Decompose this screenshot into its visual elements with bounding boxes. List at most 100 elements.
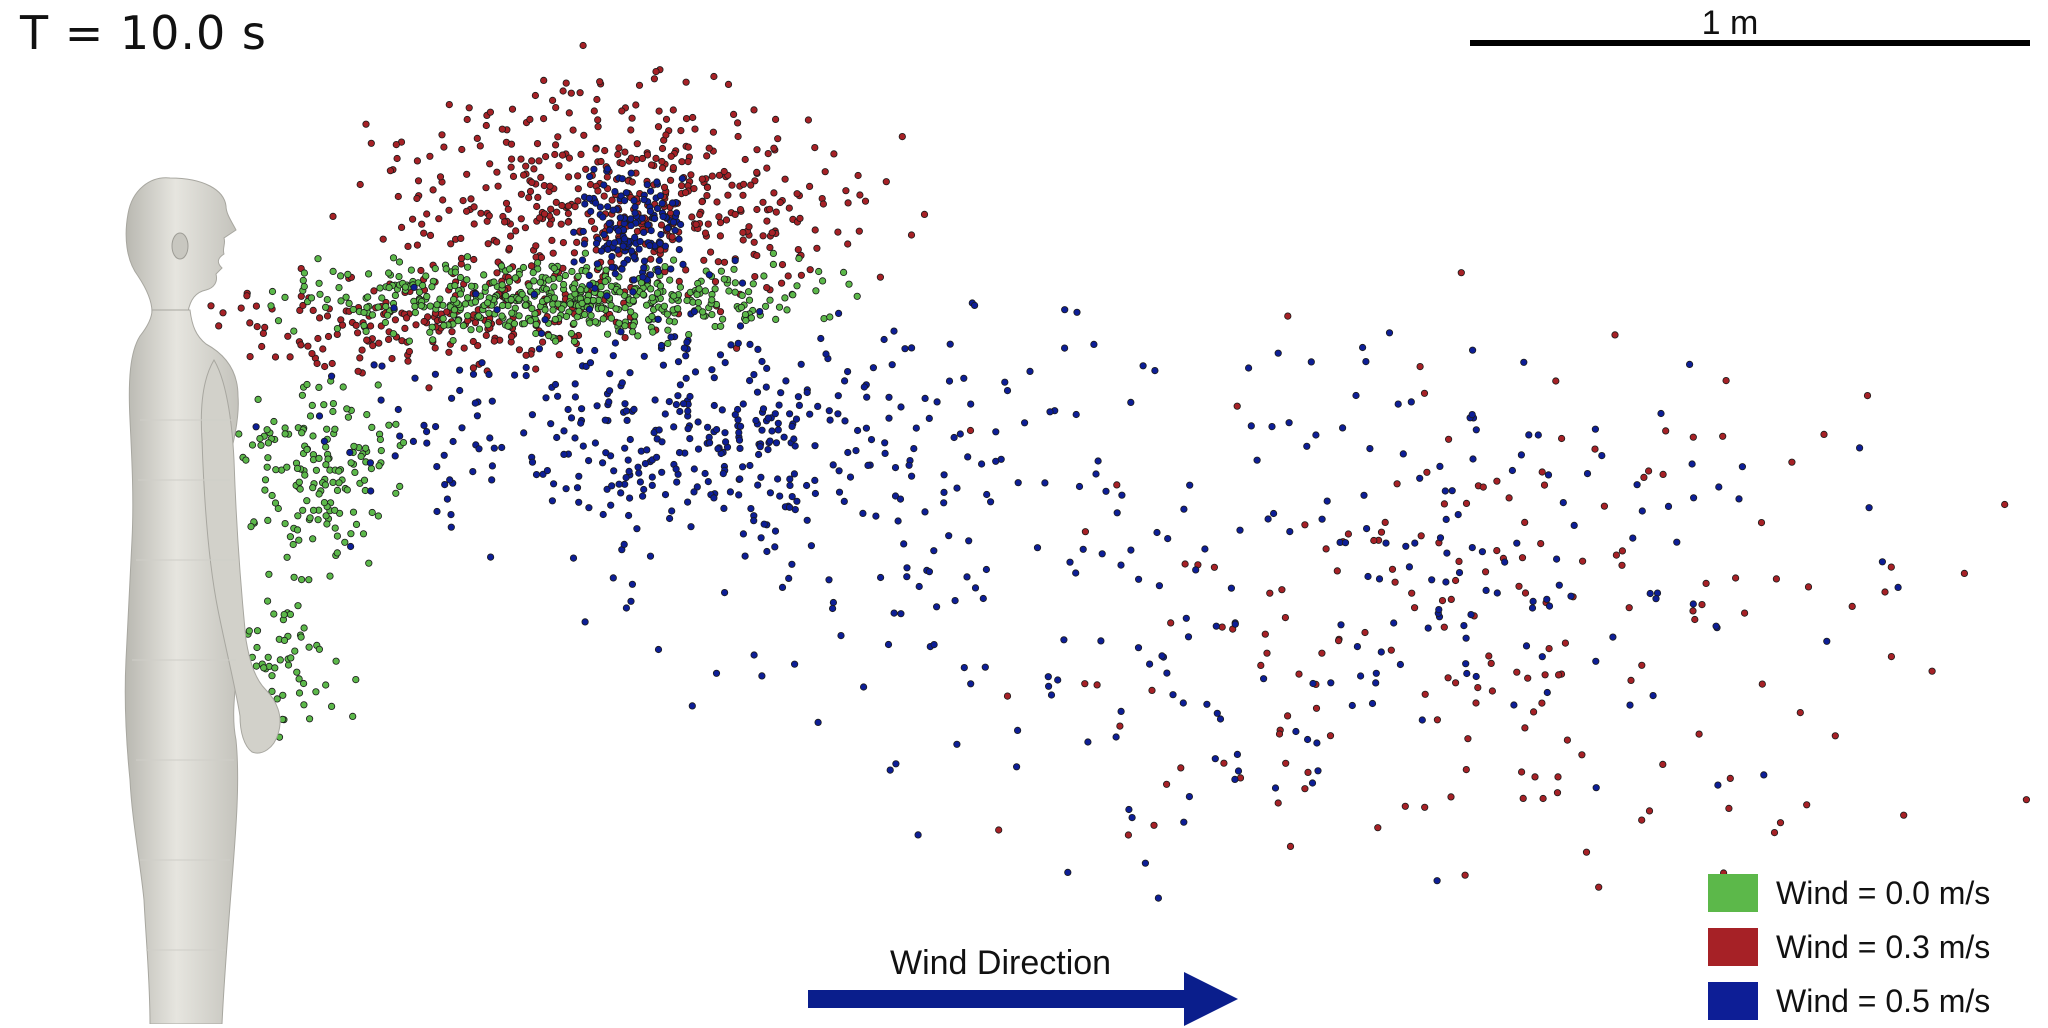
droplet-particle bbox=[456, 273, 465, 282]
droplet-particle bbox=[964, 453, 972, 461]
droplet-particle bbox=[1583, 469, 1592, 478]
droplet-particle bbox=[451, 281, 459, 290]
droplet-particle bbox=[1582, 848, 1591, 856]
droplet-particle bbox=[581, 249, 590, 257]
droplet-particle bbox=[1227, 584, 1236, 592]
droplet-particle bbox=[1513, 668, 1521, 676]
droplet-particle bbox=[621, 148, 629, 156]
droplet-particle bbox=[1521, 518, 1529, 527]
droplet-particle bbox=[1097, 637, 1105, 645]
droplet-particle bbox=[629, 322, 637, 330]
droplet-particle bbox=[1234, 767, 1243, 775]
droplet-particle bbox=[609, 574, 617, 582]
droplet-particle bbox=[615, 319, 623, 327]
droplet-particle bbox=[675, 277, 683, 285]
droplet-particle bbox=[607, 501, 615, 509]
droplet-particle bbox=[840, 377, 849, 385]
droplet-particle bbox=[592, 199, 600, 207]
droplet-particle bbox=[418, 220, 426, 228]
droplet-particle bbox=[1084, 738, 1092, 746]
droplet-particle bbox=[598, 459, 607, 467]
droplet-particle bbox=[490, 444, 498, 452]
droplet-particle bbox=[1081, 528, 1090, 536]
droplet-particle bbox=[433, 507, 441, 516]
droplet-particle bbox=[385, 421, 393, 429]
droplet-particle bbox=[1220, 759, 1228, 767]
droplet-particle bbox=[1467, 610, 1475, 619]
legend-label: Wind = 0.5 m/s bbox=[1776, 982, 1991, 1019]
droplet-particle bbox=[1261, 630, 1269, 638]
droplet-particle bbox=[1271, 784, 1280, 792]
droplet-particle bbox=[716, 308, 725, 316]
droplet-particle bbox=[314, 516, 322, 524]
droplet-particle bbox=[425, 384, 433, 392]
droplet-particle bbox=[1482, 568, 1490, 576]
droplet-particle bbox=[1688, 460, 1696, 468]
droplet-particle bbox=[345, 299, 353, 307]
droplet-particle bbox=[283, 463, 291, 471]
droplet-particle bbox=[731, 288, 739, 296]
droplet-particle bbox=[594, 187, 602, 195]
droplet-particle bbox=[741, 552, 749, 560]
droplet-particle bbox=[1212, 622, 1220, 630]
droplet-particle bbox=[470, 220, 478, 228]
droplet-particle bbox=[592, 239, 601, 247]
droplet-particle bbox=[766, 296, 774, 304]
droplet-particle bbox=[1314, 767, 1322, 775]
droplet-particle bbox=[1150, 821, 1158, 829]
droplet-particle bbox=[745, 223, 753, 231]
droplet-particle bbox=[378, 294, 386, 302]
droplet-particle bbox=[576, 89, 584, 97]
droplet-particle bbox=[690, 465, 698, 473]
droplet-particle bbox=[694, 445, 703, 453]
droplet-particle bbox=[621, 400, 629, 408]
droplet-particle bbox=[315, 490, 323, 498]
droplet-particle bbox=[885, 393, 893, 401]
droplet-particle bbox=[522, 301, 530, 309]
droplet-particle bbox=[592, 145, 600, 153]
droplet-particle bbox=[1407, 398, 1415, 406]
droplet-particle bbox=[717, 267, 726, 275]
droplet-particle bbox=[481, 283, 489, 291]
droplet-particle bbox=[636, 478, 645, 486]
droplet-particle bbox=[442, 265, 450, 273]
droplet-particle bbox=[296, 485, 304, 493]
droplet-particle bbox=[1485, 652, 1493, 660]
droplet-particle bbox=[785, 410, 794, 418]
droplet-particle bbox=[268, 672, 276, 680]
droplet-particle bbox=[736, 444, 744, 452]
droplet-particle bbox=[880, 335, 888, 344]
droplet-particle bbox=[1563, 736, 1572, 744]
droplet-particle bbox=[264, 439, 272, 447]
droplet-particle bbox=[1460, 621, 1468, 630]
droplet-particle bbox=[790, 470, 799, 478]
droplet-particle bbox=[730, 265, 738, 273]
droplet-particle bbox=[706, 248, 715, 256]
droplet-particle bbox=[520, 429, 528, 437]
droplet-particle bbox=[463, 263, 472, 271]
droplet-particle bbox=[324, 332, 333, 341]
droplet-particle bbox=[564, 209, 573, 218]
droplet-particle bbox=[626, 435, 634, 444]
droplet-particle bbox=[567, 89, 575, 97]
droplet-particle bbox=[981, 663, 989, 671]
droplet-particle bbox=[811, 476, 819, 484]
droplet-particle bbox=[1153, 528, 1161, 537]
droplet-particle bbox=[884, 640, 893, 649]
time-label: T = 10.0 s bbox=[20, 6, 267, 60]
droplet-particle bbox=[1554, 773, 1562, 781]
droplet-particle bbox=[945, 377, 954, 385]
droplet-particle bbox=[1377, 528, 1386, 536]
droplet-particle bbox=[611, 339, 620, 347]
droplet-particle bbox=[750, 238, 758, 246]
droplet-particle bbox=[772, 315, 780, 323]
droplet-particle bbox=[1270, 509, 1278, 518]
droplet-particle bbox=[1393, 480, 1401, 488]
droplet-particle bbox=[690, 307, 699, 316]
droplet-particle bbox=[835, 467, 843, 475]
droplet-particle bbox=[1245, 364, 1253, 372]
droplet-particle bbox=[418, 281, 427, 290]
droplet-particle bbox=[349, 508, 358, 516]
droplet-particle bbox=[682, 374, 690, 382]
droplet-particle bbox=[603, 330, 612, 338]
